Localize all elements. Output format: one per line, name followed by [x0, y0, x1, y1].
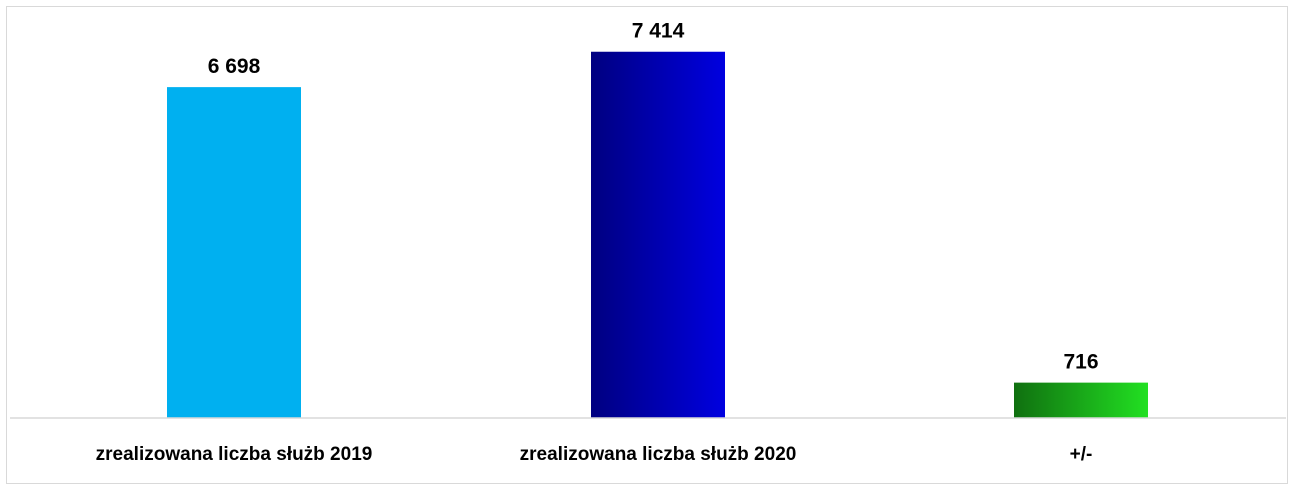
category-label-2: zrealizowana liczba służb 2020 — [520, 444, 797, 465]
bars-layer — [167, 51, 1148, 418]
bar-2 — [591, 51, 725, 418]
bar-1 — [167, 87, 301, 418]
data-label-1: 6 698 — [208, 55, 261, 78]
data-label-3: 716 — [1063, 351, 1098, 374]
data-label-2: 7 414 — [632, 20, 685, 43]
bar-3 — [1014, 382, 1148, 418]
category-label-3: +/- — [1070, 444, 1093, 465]
category-label-1: zrealizowana liczba służb 2019 — [96, 444, 373, 465]
labels-layer: 6 698 zrealizowana liczba służb 2019 7 414… — [96, 20, 1099, 465]
